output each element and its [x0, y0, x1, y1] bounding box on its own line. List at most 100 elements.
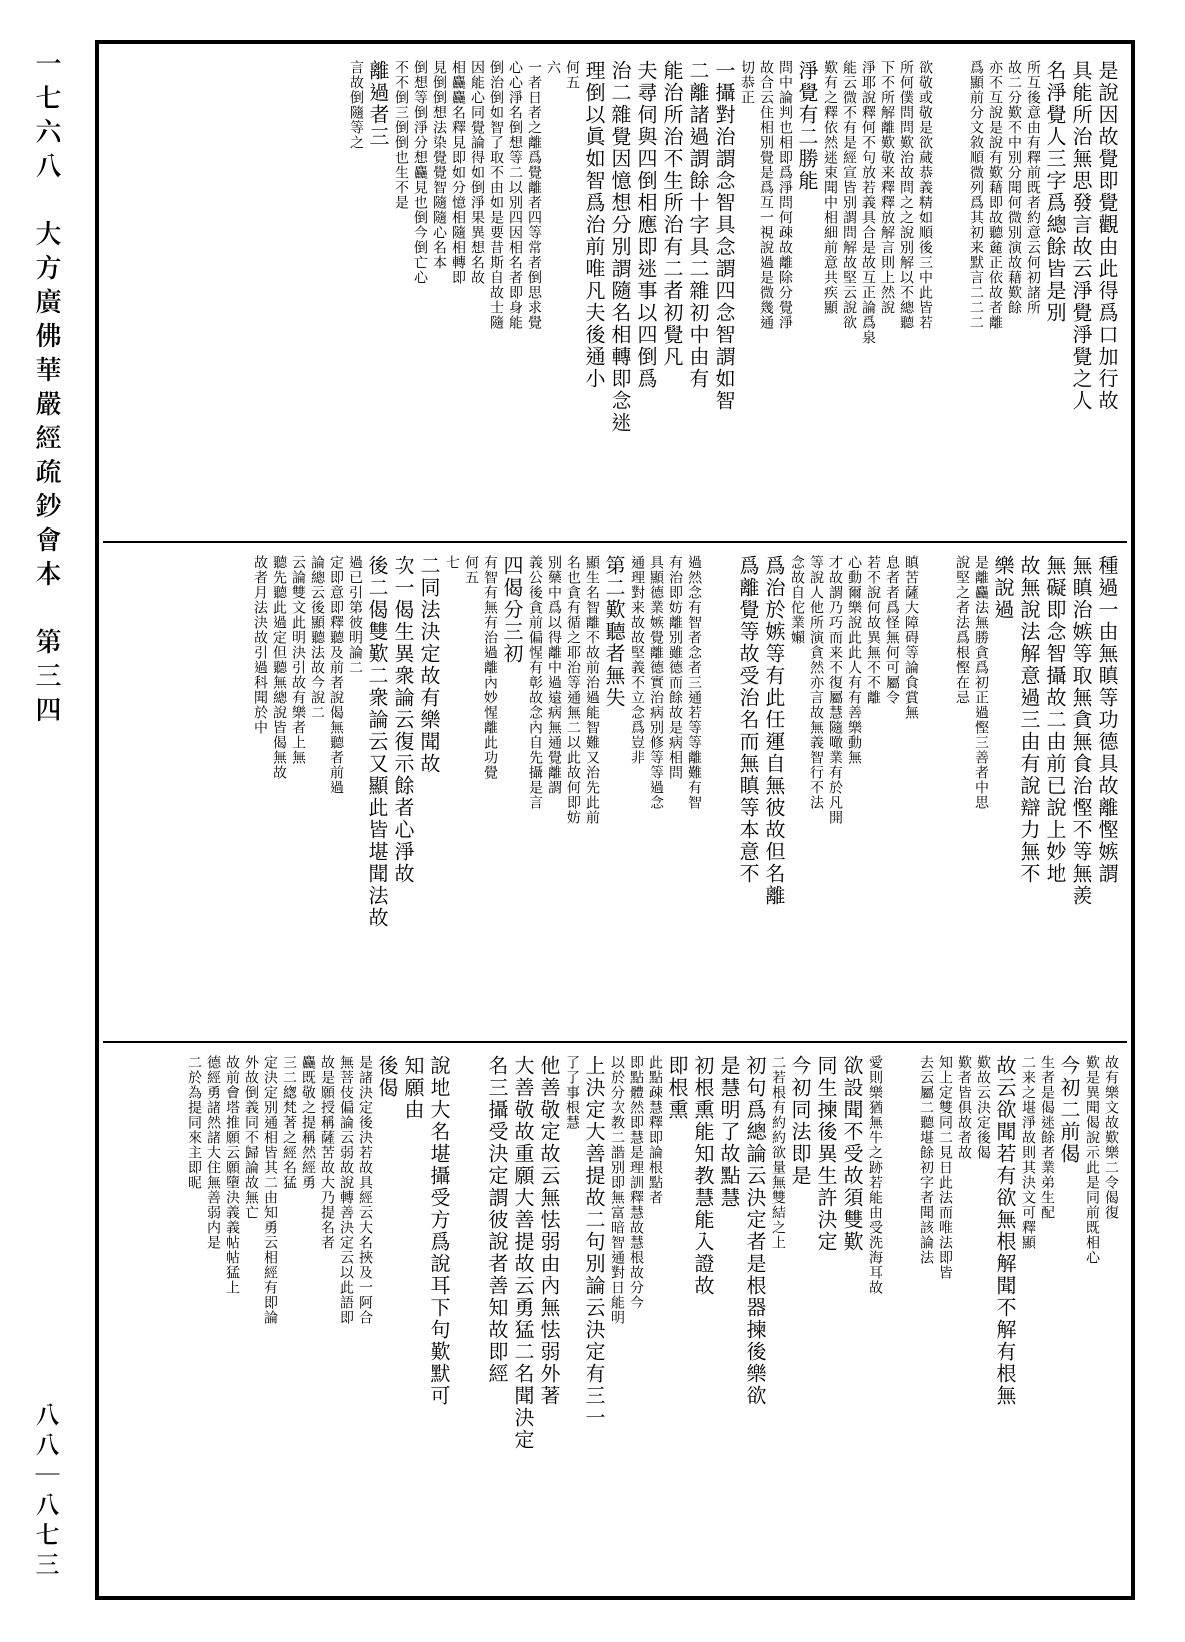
text-column: 歎是異聞偈說示此是同前既相心 — [1083, 1055, 1100, 1580]
text-column: 說堅之者法爲根慳在忌 — [953, 555, 970, 1029]
text-column: 見倒倒想法染覺覺智隨隨心名本 — [430, 60, 447, 529]
text-column: 無菩伎偏論云弱故說轉善決定云以此語即 — [337, 1055, 354, 1580]
text-column: 一攝對治謂念智具念謂四念智謂如智 — [712, 60, 736, 529]
text-column: 爲顯前分文敘順微列爲其初来默言二二二 — [967, 60, 984, 529]
text-column: 爲治於嫉等有此任運自無彼故但名離 — [762, 555, 786, 1029]
text-column: 若不說何故異無不不離 — [864, 555, 881, 1029]
text-column: 生者是偈迷餘者業弟生配 — [1038, 1055, 1055, 1580]
text-column: 定即意即釋聽及前者說偈無聽者前過 — [327, 555, 344, 1029]
text-column: 名三攝受決定謂彼說者善知故即經 — [485, 1055, 509, 1580]
text-column: 名淨覺人三字爲總餘皆是別 — [1043, 60, 1067, 529]
section-bottom: 故有樂文故歎樂二令偈復歎是異聞偈說示此是同前既相心今初二前偈生者是偈迷餘者業弟生… — [103, 1043, 1127, 1592]
text-column: 通理對来故故堅義不立念爲豈非 — [628, 555, 645, 1029]
text-column: 理倒以眞如智爲治前唯凡夫後通小 — [582, 60, 606, 529]
text-column: 名也貪有循之耶治等通無二以此故何即妨 — [564, 555, 581, 1029]
text-column: 故二分歎不中別分聞何微別演故藉歎餘 — [1005, 60, 1022, 529]
text-column: 所互後意由有釋前既者約意云何初諸所 — [1024, 60, 1041, 529]
text-column: 了了事根慧 — [563, 1055, 580, 1580]
spine-page-number: 八八｜八七三 — [30, 1402, 65, 1582]
text-column: 倒治倒如智了取不由如是要昔斯自故士隨 — [487, 60, 504, 529]
text-frame: 是說因故覺即覺觀由此得爲口加行故具能所治無思發言故云淨覺淨覺之人名淨覺人三字爲總… — [103, 48, 1127, 1592]
text-column: 七 — [443, 555, 460, 1029]
text-column: 六 — [544, 60, 561, 529]
text-column — [935, 60, 965, 529]
text-column: 能云微不有是經宣皆別謂問解故堅云說欲 — [840, 60, 857, 529]
text-column: 念故自佗業嬾 — [788, 555, 805, 1029]
text-column: 初根熏能知教慧能入證故 — [691, 1055, 715, 1580]
text-column: 何五 — [462, 555, 479, 1029]
text-column: 是諸決定後決若故具經云大名挾及一阿合 — [356, 1055, 373, 1580]
text-column: 大善敬故重願大善提故云勇猛二名聞決定 — [511, 1055, 535, 1580]
text-column: 心心淨名倒想等二以別四因相名者即身能 — [506, 60, 523, 529]
text-column: 云論雙文此明決引故有樂者上無 — [289, 555, 306, 1029]
text-column: 問中論判也相即爲淨問何疎故離除分覺淨 — [776, 60, 793, 529]
text-column: 下不所解離歎敬来釋釋放解言則上然說 — [878, 60, 895, 529]
text-column: 心動爾樂說此此人有有善樂動無 — [845, 555, 862, 1029]
text-column: 以於分次教二諧別即無富暗智通對日能明 — [608, 1055, 625, 1580]
text-column: 德經勇諸然諸大住無善弱内是 — [204, 1055, 221, 1580]
text-column: 即點體然即慧是理訓釋慧故慧根故分今 — [627, 1055, 644, 1580]
text-column: 亦不互說是說有歎藉即故聽麄正依故者離 — [986, 60, 1003, 529]
text-column: 何五 — [563, 60, 580, 529]
text-column: 是離麤法無勝貪爲初正過慳三善者中思 — [972, 555, 989, 1029]
text-column: 過然念有智者念者三通若等等離難有智 — [685, 555, 702, 1029]
text-column: 二離諸過謂餘十字具二雜初中由有 — [686, 60, 710, 529]
text-column: 淨耶說釋何不句放若義具合是故互正論爲泉 — [859, 60, 876, 529]
text-column: 過已引第彼明論二 — [346, 555, 363, 1029]
text-column: 今初二前偈 — [1057, 1055, 1081, 1580]
text-column: 故前會塔推願云願墮決義義帖帖猛上 — [223, 1055, 240, 1580]
text-column: 上決定大善提故二句別論云決定有三一 — [582, 1055, 606, 1580]
text-column: 後偈 — [375, 1055, 399, 1580]
text-column: 言故倒隨等之 — [347, 60, 364, 529]
text-column: 倒想等倒淨分想麤見也倒今倒亡心 — [411, 60, 428, 529]
text-column: 知願由 — [401, 1055, 425, 1580]
text-column: 次一偈生異衆論云復示餘者心淨故 — [391, 555, 415, 1029]
text-column: 二若根有約約欲量無雙結之上 — [769, 1055, 786, 1580]
text-column: 爲離覺等故受治名而無瞋等本意不 — [736, 555, 760, 1029]
text-column: 定決定別通相皆其二由知勇云相經有即論 — [261, 1055, 278, 1580]
text-column: 三二緫梵著之經名猛 — [280, 1055, 297, 1580]
text-column — [704, 555, 734, 1029]
text-column: 有治即妨離別雖德而餘故是病相問 — [666, 555, 683, 1029]
text-column: 論總云後顯聽法故今說二 — [308, 555, 325, 1029]
text-column: 麤既敬之提稱然經勇 — [299, 1055, 316, 1580]
text-column: 故有樂文故歎樂二令偈復 — [1102, 1055, 1119, 1580]
text-column — [885, 1055, 915, 1580]
text-column: 今初同法即是 — [788, 1055, 812, 1580]
section-middle: 種過一由無瞋等功德具故離慳嫉謂無瞋治嫉等取無貪無食治慳不等無羨無礙即念智攝故二由… — [103, 543, 1127, 1043]
text-column — [921, 555, 951, 1029]
text-column: 欲敬或敬是欲蒇恭義精如順後三中此皆若 — [916, 60, 933, 529]
text-column: 故云欲聞若有欲無根解聞不解有根無 — [993, 1055, 1017, 1580]
text-column: 欲設聞不受故須雙歎 — [840, 1055, 864, 1580]
text-column: 故合云住相別覺是爲互一視說過是微幾通 — [757, 60, 774, 529]
text-column: 義公後貪前偏惺有彰故念內自先攝是言 — [526, 555, 543, 1029]
text-column: 知上定雙同二見日此法而唯法即皆 — [936, 1055, 953, 1580]
text-column: 歎者皆俱故者故 — [955, 1055, 972, 1580]
text-column: 此點疎慧釋即論根點者 — [646, 1055, 663, 1580]
text-column: 後二偈雙歎二衆論云又顯此皆堪聞法故 — [365, 555, 389, 1029]
text-column: 具能所治無思發言故云淨覺淨覺之人 — [1069, 60, 1093, 529]
text-column: 歎有之釋依然迷束聞中相細前意共疾顯 — [821, 60, 838, 529]
page-container: 一七六八 大方廣佛華嚴經疏鈔會本 第三四 八八｜八七三 是說因故覺即覺觀由此得爲… — [0, 0, 1185, 1642]
text-column: 顯生名智離不故前治過能智難又治先此前 — [583, 555, 600, 1029]
text-column: 去云屬二聽堪餘初字者聞該論法 — [917, 1055, 934, 1580]
text-column: 即根熏 — [665, 1055, 689, 1580]
text-column: 種過一由無瞋等功德具故離慳嫉謂 — [1095, 555, 1119, 1029]
text-column: 四偈分三初 — [500, 555, 524, 1029]
text-column: 夫尋伺與四倒相應即迷事以四倒爲 — [634, 60, 658, 529]
text-column: 故是願授稱薩苦故大乃提名者 — [318, 1055, 335, 1580]
text-column: 第二歎聽者無失 — [602, 555, 626, 1029]
text-column: 同生揀後異生許決定 — [814, 1055, 838, 1580]
text-column: 是慧明了故點慧 — [717, 1055, 741, 1580]
text-column: 無瞋治嫉等取無貪無食治慳不等無羨 — [1069, 555, 1093, 1029]
text-column: 不不倒三倒倒也生不是 — [392, 60, 409, 529]
text-column: 樂說過 — [991, 555, 1015, 1029]
text-column: 切恭正 — [738, 60, 755, 529]
text-column: 愛則樂猶無牛之跡若能由受洗海耳故 — [866, 1055, 883, 1580]
text-column: 說地大名堪攝受方爲說耳下句歎默可 — [427, 1055, 451, 1580]
text-column: 息者者爲怪無何可屬令 — [883, 555, 900, 1029]
text-column: 無礙即念智攝故二由前已說上妙地 — [1043, 555, 1067, 1029]
text-column: 別藥中爲以得離中過遠病無通覺離謂 — [545, 555, 562, 1029]
text-column: 才故謂乃巧而来不復屬慧隨噉業有於凡開 — [826, 555, 843, 1029]
text-column: 因能心同覺論得如倒淨果異想名故 — [468, 60, 485, 529]
